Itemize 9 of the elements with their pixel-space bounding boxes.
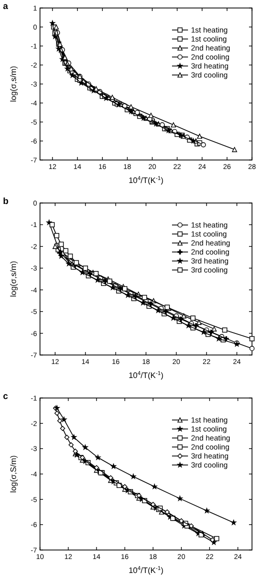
- x-axis-title: 10$^{4}$/T(K$^{-1}$): [128, 176, 164, 185]
- x-axis-title: 10$^{4}$/T(K$^{-1}$): [128, 566, 164, 575]
- chart-title: a: [3, 1, 9, 11]
- y-axis-title: log(σ,S/m): [9, 454, 18, 493]
- y-axis-title: log(σ,s/m): [9, 66, 18, 102]
- chart-title: b: [3, 196, 9, 206]
- y-axis-title: log(σ,s/m): [9, 260, 18, 298]
- chart-title: c: [3, 391, 8, 401]
- x-axis-title: 10$^{4}$/T(K$^{-1}$): [128, 371, 164, 380]
